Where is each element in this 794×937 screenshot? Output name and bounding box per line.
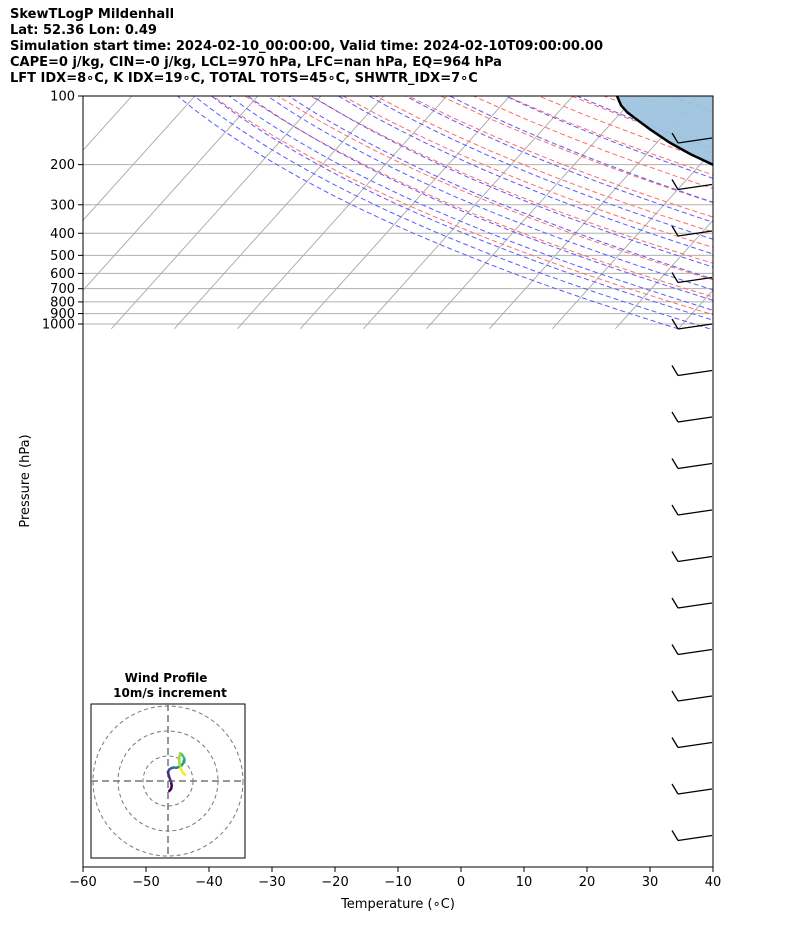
y-tick-label: 500 [50, 249, 75, 264]
moist-adiabat [177, 96, 679, 330]
y-tick-label: 1000 [42, 318, 75, 333]
axes: −60 −50 −40 −30 −20 −10 0 10 20 30 40 100 200 300 400 5… [42, 90, 721, 891]
dry-adiabat [277, 96, 713, 281]
y-axis-label: Pressure (hPa) [18, 434, 33, 527]
wind-barb [671, 225, 713, 237]
cin-shading [617, 96, 713, 165]
moist-adiabat [288, 96, 713, 280]
moist-adiabat [247, 96, 713, 301]
isotherm-gridline [83, 96, 133, 151]
hodograph-title: Wind Profile [125, 671, 208, 685]
x-tick-label: −20 [321, 875, 348, 890]
title-line-cape: CAPE=0 j/kg, CIN=-0 j/kg, LCL=970 hPa, L… [10, 55, 502, 70]
wind-barb [671, 458, 713, 470]
title-line-latlon: Lat: 52.36 Lon: 0.49 [10, 23, 157, 38]
dry-adiabat [701, 96, 713, 101]
moist-adiabat [267, 96, 713, 291]
isotherm-gridline [362, 96, 574, 330]
isotherm-gridline [110, 96, 322, 330]
title-line-times: Simulation start time: 2024-02-10_00:00:… [10, 39, 603, 54]
y-tick-label: 700 [50, 282, 75, 297]
wind-barb [671, 551, 713, 563]
y-tick-label: 900 [50, 307, 75, 322]
plot-area [83, 96, 794, 934]
x-tick-label: −60 [69, 875, 96, 890]
x-tick-label: 0 [457, 875, 465, 890]
mixing-ratio-line [760, 273, 773, 328]
dry-adiabat [440, 96, 713, 204]
wind-barb [671, 737, 713, 749]
wind-barb [671, 690, 713, 702]
y-tick-label: 600 [50, 267, 75, 282]
dry-adiabat [375, 96, 713, 233]
parcel-profile-line [615, 96, 713, 167]
moist-adiabat [193, 96, 710, 330]
dry-adiabat [506, 96, 713, 176]
hodograph-inset [90, 703, 246, 859]
y-tick-label: 300 [50, 198, 75, 213]
dry-adiabat [244, 96, 713, 298]
x-tick-label: −30 [258, 875, 285, 890]
isotherm-gridline [299, 96, 511, 330]
chart-header: SkewTLogP Mildenhall Lat: 52.36 Lon: 0.4… [10, 7, 603, 87]
moist-adiabat [449, 96, 713, 203]
moist-adiabat [505, 96, 713, 179]
isotherm-gridline [236, 96, 448, 330]
dry-adiabat [310, 96, 713, 264]
wind-barb [671, 132, 713, 144]
moist-adiabat [368, 96, 713, 240]
x-tick-label: 20 [579, 875, 596, 890]
title-line-indices: LFT IDX=8∘C, K IDX=19∘C, TOTAL TOTS=45∘C… [10, 71, 478, 86]
y-tick-label: 800 [50, 295, 75, 310]
x-axis-label: Temperature (∘C) [340, 897, 455, 912]
x-tick-label: 10 [516, 875, 533, 890]
x-tick-label: −40 [195, 875, 222, 890]
dry-adiabat [767, 96, 794, 329]
wind-barb [671, 830, 713, 842]
wind-barb [671, 597, 713, 609]
moist-adiabat [311, 96, 713, 268]
wind-barb [671, 179, 713, 191]
title-line-station: SkewTLogP Mildenhall [10, 7, 175, 22]
wind-barb [671, 272, 713, 284]
x-tick-label: 30 [642, 875, 659, 890]
y-tick-label: 200 [50, 158, 75, 173]
moist-adiabat [211, 96, 713, 321]
y-tick-label: 100 [50, 90, 75, 105]
moist-adiabat [338, 96, 713, 255]
isotherm-gridline [83, 96, 259, 291]
dry-adiabat [735, 96, 794, 329]
isotherm-gridline [551, 149, 713, 330]
wind-barb [671, 318, 713, 330]
wind-barb [671, 411, 713, 423]
dry-adiabat [342, 96, 713, 248]
isotherm-gridline [741, 96, 794, 329]
x-tick-label: −10 [384, 875, 411, 890]
moist-adiabat [228, 96, 713, 311]
wind-barb [671, 504, 713, 516]
isotherm-gridline [173, 96, 385, 330]
hodograph-trace-segment [181, 771, 187, 776]
wind-barb [671, 365, 713, 377]
wind-barb [671, 644, 713, 656]
dry-adiabat [212, 96, 713, 316]
hodograph-subtitle: 10m/s increment [113, 686, 227, 700]
wind-barb [671, 783, 713, 795]
isotherm-gridline [83, 96, 196, 221]
y-tick-label: 400 [50, 227, 75, 242]
wind-barb [672, 924, 712, 934]
x-tick-label: 40 [705, 875, 722, 890]
isotherm-gridline [425, 96, 637, 330]
x-tick-label: −50 [132, 875, 159, 890]
